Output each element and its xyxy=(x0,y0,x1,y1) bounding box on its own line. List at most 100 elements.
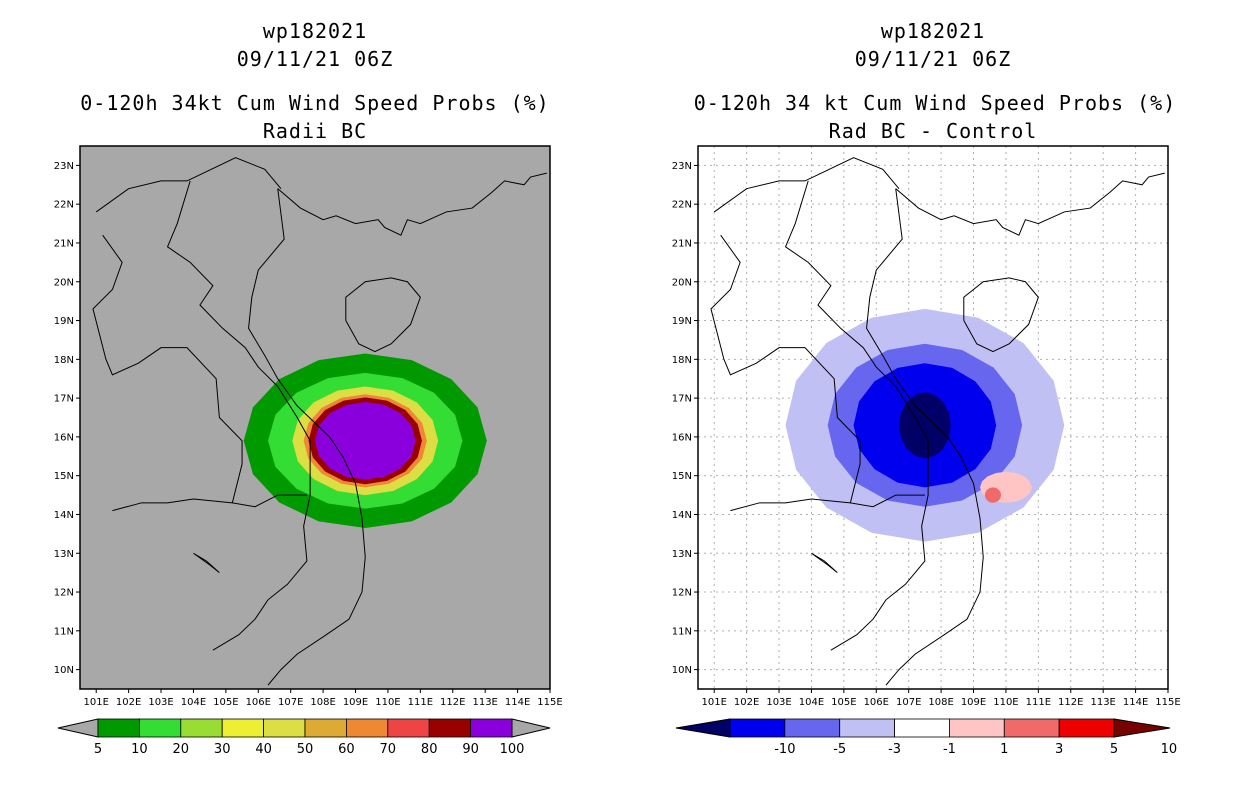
colorbar-label: 30 xyxy=(214,742,231,757)
x-tick-label: 108E xyxy=(310,697,335,708)
y-tick-label: 23N xyxy=(672,161,692,172)
x-tick-label: 101E xyxy=(84,697,109,708)
x-tick-label: 109E xyxy=(961,697,986,708)
coastline xyxy=(95,157,282,213)
y-tick-label: 17N xyxy=(54,394,74,405)
left-title-line-4: Radii BC xyxy=(262,119,368,143)
y-tick-label: 10N xyxy=(672,665,692,676)
coastline xyxy=(811,552,838,574)
colorbar-label: 1 xyxy=(1000,742,1008,757)
colorbar-swatch xyxy=(1003,718,1060,738)
y-tick-label: 20N xyxy=(672,277,692,288)
y-tick-label: 16N xyxy=(672,432,692,443)
y-tick-label: 18N xyxy=(672,355,692,366)
coastline xyxy=(193,552,220,574)
coastline xyxy=(92,234,307,508)
coastline xyxy=(730,498,851,512)
colorbar-swatch xyxy=(97,718,140,738)
y-tick-label: 18N xyxy=(54,355,74,366)
x-tick-label: 103E xyxy=(148,697,173,708)
x-tick-label: 113E xyxy=(1090,697,1115,708)
y-tick-label: 13N xyxy=(672,549,692,560)
colorbar-label: 90 xyxy=(462,742,479,757)
y-tick-label: 22N xyxy=(672,200,692,211)
colorbar-swatch xyxy=(470,718,513,738)
coastline xyxy=(963,277,1039,353)
x-tick-label: 114E xyxy=(505,697,530,708)
map-frame xyxy=(79,145,551,690)
y-tick-label: 17N xyxy=(672,394,692,405)
x-tick-label: 111E xyxy=(408,697,433,708)
y-tick-label: 16N xyxy=(54,432,74,443)
x-tick-label: 112E xyxy=(1058,697,1083,708)
coastline xyxy=(895,172,1165,236)
right-title-line-4: Rad BC - Control xyxy=(828,119,1038,143)
colorbar-label: 60 xyxy=(338,742,355,757)
y-tick-label: 11N xyxy=(672,626,692,637)
right-map-panel: 101E 102E 103E 104E 105E 106E 107E 108E 109E 110E… xyxy=(672,145,1181,708)
x-tick-label: 105E xyxy=(213,697,238,708)
coastline xyxy=(248,188,366,686)
x-tick-label: 105E xyxy=(831,697,856,708)
right-title-line-2: 09/11/21 06Z xyxy=(854,47,1012,71)
colorbar-swatch xyxy=(784,718,841,738)
y-tick-label: 19N xyxy=(672,316,692,327)
x-tick-label: 115E xyxy=(1155,697,1180,708)
coastline xyxy=(713,157,900,213)
colorbar-label: -1 xyxy=(943,742,956,757)
y-tick-label: 23N xyxy=(54,161,74,172)
coastline xyxy=(710,234,925,508)
x-tick-label: 104E xyxy=(181,697,206,708)
colorbar-label: 10 xyxy=(1161,742,1178,757)
y-tick-label: 21N xyxy=(672,238,692,249)
left-colorbar: 5 10 20 30 40 50 60 70 80 90 100 xyxy=(57,718,551,757)
colorbar-swatch xyxy=(304,718,347,738)
x-tick-label: 108E xyxy=(928,697,953,708)
colorbar-label: 100 xyxy=(500,742,525,757)
y-tick-label: 20N xyxy=(54,277,74,288)
colorbar-label: 80 xyxy=(421,742,438,757)
x-tick-label: 110E xyxy=(375,697,400,708)
colorbar-label: 3 xyxy=(1055,742,1063,757)
colorbar-arrow-right xyxy=(511,718,551,738)
colorbar-label: 20 xyxy=(173,742,190,757)
y-tick-label: 22N xyxy=(54,200,74,211)
colorbar-label: -5 xyxy=(833,742,846,757)
y-tick-label: 11N xyxy=(54,626,74,637)
colorbar-label: 10 xyxy=(131,742,148,757)
colorbar-arrow-left xyxy=(57,718,99,738)
colorbar-swatch xyxy=(894,718,950,738)
colorbar-label: -3 xyxy=(888,742,901,757)
y-tick-label: 14N xyxy=(54,510,74,521)
coastline xyxy=(112,498,233,512)
colorbar-swatch xyxy=(138,718,182,738)
y-tick-label: 15N xyxy=(54,471,74,482)
colorbar-label: 50 xyxy=(297,742,314,757)
x-tick-label: 111E xyxy=(1026,697,1051,708)
x-tick-label: 113E xyxy=(472,697,497,708)
right-title-line-3: 0-120h 34 kt Cum Wind Speed Probs (%) xyxy=(693,91,1177,115)
colorbar-label: 5 xyxy=(1110,742,1118,757)
x-tick-label: 115E xyxy=(537,697,562,708)
x-tick-label: 101E xyxy=(702,697,727,708)
left-title-line-2: 09/11/21 06Z xyxy=(236,47,394,71)
patch-5 xyxy=(984,487,1002,503)
colorbar-label: 70 xyxy=(380,742,397,757)
colorbar-swatch xyxy=(729,718,786,738)
coastline xyxy=(784,180,929,651)
y-tick-label: 13N xyxy=(54,549,74,560)
right-colorbar: -10 -5 -3 -1 1 3 5 10 xyxy=(675,718,1178,757)
y-tick-label: 14N xyxy=(672,510,692,521)
y-tick-label: 15N xyxy=(672,471,692,482)
y-tick-label: 12N xyxy=(672,588,692,599)
x-tick-label: 106E xyxy=(864,697,889,708)
colorbar-swatch xyxy=(221,718,264,738)
x-tick-label: 106E xyxy=(246,697,271,708)
x-tick-label: 112E xyxy=(440,697,465,708)
coastline xyxy=(866,188,984,686)
x-tick-label: 114E xyxy=(1123,697,1148,708)
colorbar-label: -10 xyxy=(774,742,795,757)
left-title-line-3: 0-120h 34kt Cum Wind Speed Probs (%) xyxy=(80,91,550,115)
y-tick-label: 12N xyxy=(54,588,74,599)
